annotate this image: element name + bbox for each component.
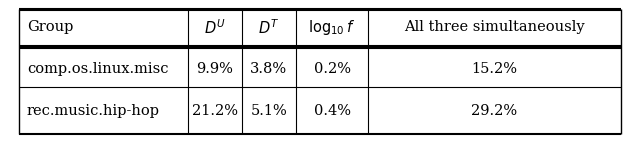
- Text: 3.8%: 3.8%: [250, 62, 287, 76]
- Text: All three simultaneously: All three simultaneously: [404, 20, 585, 34]
- Text: 29.2%: 29.2%: [472, 104, 518, 118]
- Text: 15.2%: 15.2%: [472, 62, 518, 76]
- Text: 0.2%: 0.2%: [314, 62, 351, 76]
- Text: 0.4%: 0.4%: [314, 104, 351, 118]
- Text: $D^T$: $D^T$: [258, 18, 280, 37]
- Text: 9.9%: 9.9%: [196, 62, 233, 76]
- Text: $D^U$: $D^U$: [204, 18, 225, 37]
- Text: $\log_{10} f$: $\log_{10} f$: [308, 18, 356, 37]
- Text: 21.2%: 21.2%: [192, 104, 237, 118]
- Text: Group: Group: [27, 20, 73, 34]
- Text: 5.1%: 5.1%: [250, 104, 287, 118]
- Text: comp.os.linux.misc: comp.os.linux.misc: [27, 62, 168, 76]
- Text: rec.music.hip-hop: rec.music.hip-hop: [27, 104, 160, 118]
